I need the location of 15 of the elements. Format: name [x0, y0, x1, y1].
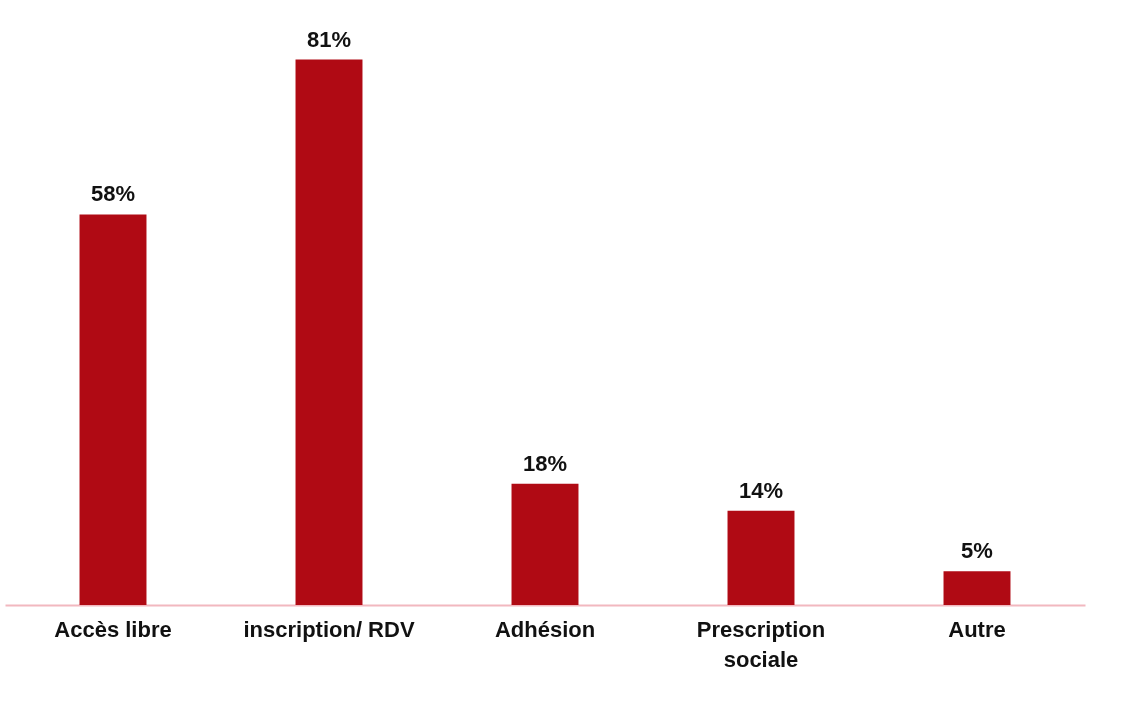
x-tick-label: Accès libre	[54, 616, 172, 642]
bar	[727, 510, 795, 605]
bar	[295, 59, 363, 605]
x-tick-label: Adhésion	[494, 616, 596, 642]
bar	[943, 571, 1011, 605]
bar	[511, 483, 579, 605]
data-label: 58%	[90, 181, 136, 207]
x-tick-label: inscription/ RDV	[243, 616, 415, 642]
bar	[79, 214, 147, 605]
data-label: 14%	[738, 477, 784, 503]
x-tick-label: Prescription sociale	[696, 616, 826, 672]
x-tick-label: Autre	[948, 616, 1006, 642]
data-label: 18%	[522, 450, 568, 476]
data-label: 5%	[961, 538, 993, 564]
data-label: 81%	[306, 26, 352, 52]
